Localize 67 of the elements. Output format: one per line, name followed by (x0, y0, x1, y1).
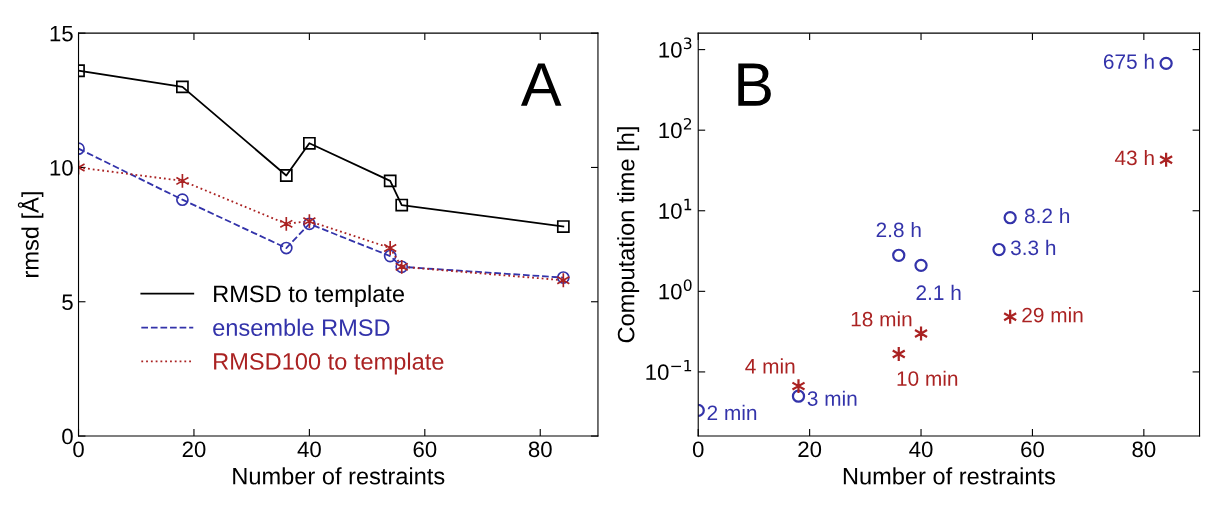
annotation: 675 h (1103, 53, 1154, 69)
point (175, 173, 190, 189)
point (279, 169, 293, 182)
point (992, 242, 1006, 257)
x-tick-label: 0 (692, 441, 704, 458)
point (892, 248, 906, 262)
legend-label: ensemble RMSD (213, 318, 390, 337)
point (1159, 56, 1173, 71)
x-tick-label: 0 (73, 441, 84, 458)
x-tick-label: 80 (528, 441, 552, 458)
y-tick-label: 10 (50, 159, 73, 176)
y-tick-label: 10$^{−1}$ (646, 359, 692, 381)
x-tick-label: 20 (182, 441, 206, 458)
point (176, 80, 189, 94)
annotation: 2.1 h (916, 284, 961, 300)
annotation: 18 min (851, 311, 912, 327)
annotation: 3.3 h (1010, 239, 1056, 256)
point (279, 241, 293, 255)
point (791, 378, 806, 395)
point (556, 272, 571, 289)
point (395, 198, 409, 212)
point (914, 258, 928, 273)
point (383, 174, 397, 188)
y-tick-label: 15 (50, 25, 73, 42)
annotation: 4 min (745, 358, 795, 374)
point (891, 345, 906, 363)
annotation: 10 min (897, 370, 958, 386)
annotation: B (738, 63, 771, 106)
point (1003, 211, 1017, 225)
point (383, 240, 398, 256)
legend-label: RMSD100 to template (214, 352, 444, 375)
legend-label: RMSD to template (214, 284, 404, 307)
y-axis-title: rmsd [Å] (17, 192, 44, 277)
y-tick-label: 10$^{1}$ (659, 198, 692, 219)
y-tick-label: 10$^{3}$ (659, 37, 692, 58)
annotation: 8.2 h (1024, 207, 1070, 224)
point (302, 136, 316, 150)
annotation: 2 min (707, 404, 757, 420)
y-tick-label: 5 (62, 294, 73, 311)
y-tick-label: 10$^{2}$ (659, 118, 692, 139)
point (913, 325, 929, 342)
y-tick-label: 10$^{0}$ (659, 279, 692, 300)
x-tick-label: 80 (1132, 441, 1156, 458)
point (302, 213, 317, 229)
x-axis-title: Number of restraints (233, 467, 445, 485)
annotation: 29 min (1022, 307, 1083, 323)
point (279, 216, 294, 232)
point (176, 193, 189, 207)
x-tick-label: 20 (798, 441, 822, 458)
point (556, 220, 570, 233)
annotation: 3 min (807, 390, 857, 406)
x-tick-label: 60 (1021, 441, 1044, 458)
y-axis-title: Computation time [h] (617, 127, 640, 343)
annotation: 43 h (1114, 150, 1154, 166)
point (791, 389, 806, 403)
x-tick-label: 60 (413, 441, 437, 458)
y-tick-label: 0 (62, 428, 73, 445)
point (302, 217, 316, 231)
point (383, 249, 397, 263)
x-axis-title: Number of restraints (843, 467, 1055, 485)
x-tick-label: 40 (909, 441, 933, 458)
point (1159, 151, 1174, 168)
point (556, 271, 570, 284)
point (1003, 308, 1018, 325)
annotation: A (520, 63, 562, 106)
annotation: 2.8 h (876, 222, 921, 238)
x-tick-label: 40 (297, 441, 321, 458)
